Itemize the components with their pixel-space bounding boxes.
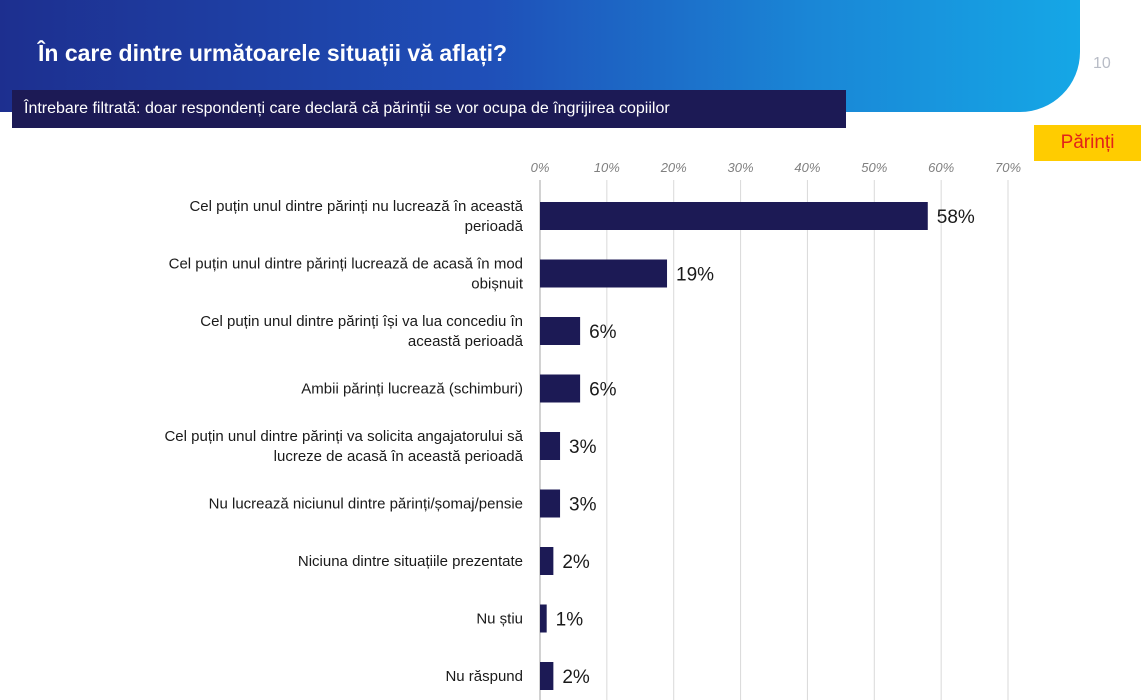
bar (540, 662, 554, 690)
data-label: 58% (937, 207, 975, 228)
x-tick-label: 10% (594, 160, 620, 175)
data-label: 2% (562, 552, 590, 573)
x-tick-label: 60% (928, 160, 954, 175)
category-label: Cel puțin unul dintre părinți nu lucreaz… (189, 198, 523, 235)
category-label: Ambii părinți lucrează (schimburi) (301, 381, 523, 398)
category-label: Nu știu (476, 611, 523, 628)
bar (540, 317, 581, 345)
data-label: 19% (676, 265, 714, 286)
data-label: 6% (589, 322, 617, 343)
x-tick-label: 20% (660, 160, 687, 175)
data-label: 1% (556, 610, 584, 631)
x-tick-label: 70% (995, 160, 1021, 175)
x-tick-label: 0% (531, 160, 550, 175)
bar (540, 432, 561, 460)
x-tick-label: 50% (861, 160, 887, 175)
bar (540, 259, 668, 288)
bar (540, 604, 547, 633)
data-label: 3% (569, 437, 597, 458)
bar (540, 202, 928, 230)
category-label: Cel puțin unul dintre părinți lucrează d… (169, 256, 524, 293)
page-title: În care dintre următoarele situații vă a… (38, 40, 508, 66)
x-tick-label: 40% (794, 160, 820, 175)
data-label: 6% (589, 380, 617, 401)
subtitle-box: Întrebare filtrată: doar respondenți car… (12, 90, 846, 128)
bar (540, 547, 554, 575)
category-label: Nu lucrează niciunul dintre părinți/șoma… (209, 496, 523, 513)
category-label: Cel puțin unul dintre părinți va solicit… (164, 428, 523, 465)
bar (540, 489, 561, 518)
page-number: 10 (1093, 55, 1111, 72)
bar (540, 374, 581, 403)
data-label: 3% (569, 495, 597, 516)
x-tick-label: 30% (728, 160, 754, 175)
category-label: Nu răspund (445, 668, 523, 685)
data-label: 2% (562, 667, 590, 688)
category-label: Niciuna dintre situațiile prezentate (298, 553, 523, 570)
subtitle-text: Întrebare filtrată: doar respondenți car… (24, 100, 670, 117)
category-label: Cel puțin unul dintre părinți își va lua… (200, 313, 523, 350)
audience-tag: Părinți (1034, 125, 1141, 161)
